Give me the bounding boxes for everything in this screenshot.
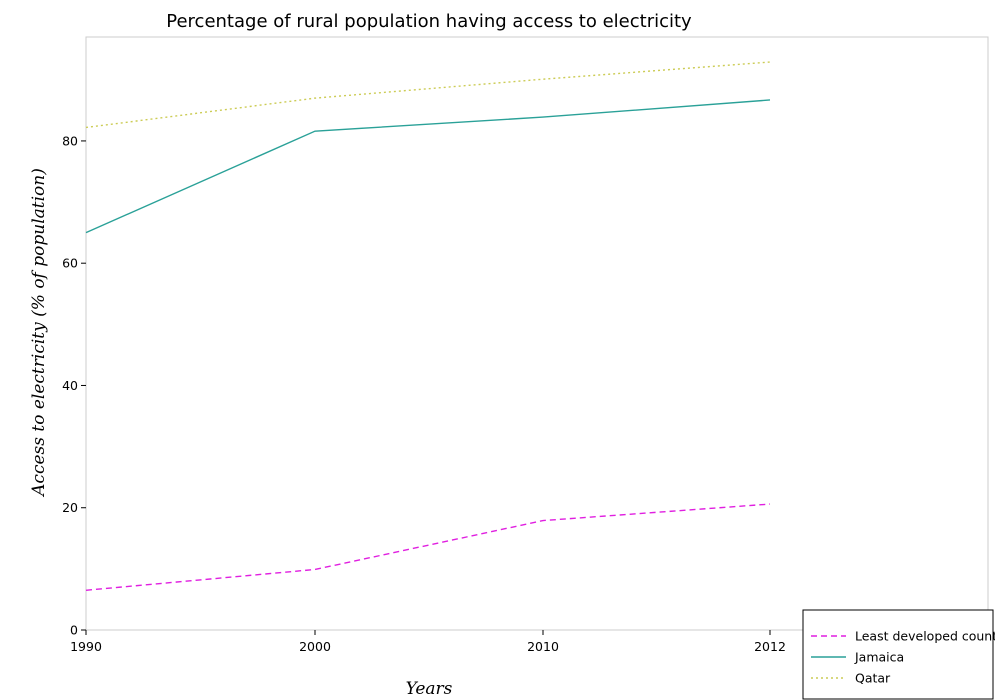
- x-tick-label: 2010: [527, 639, 559, 654]
- legend-box: [802, 609, 994, 700]
- y-tick-label: 40: [62, 378, 78, 393]
- x-axis-ticks: 1990 2000 2010 2012: [70, 630, 786, 654]
- y-axis-ticks: 0 20 40 60 80: [62, 133, 86, 638]
- plot-area: [85, 36, 989, 631]
- y-tick-label: 0: [70, 623, 78, 638]
- series-line-qatar: [85, 61, 771, 129]
- chart-title: Percentage of rural population having ac…: [166, 11, 692, 32]
- y-axis-label: Access to electricity (% of population): [29, 168, 49, 498]
- series-lines: [85, 61, 771, 591]
- legend-label: Least developed countries: [855, 629, 995, 644]
- x-tick-label: 2012: [754, 639, 786, 654]
- y-tick-label: 80: [62, 133, 78, 148]
- x-tick-label: 1990: [70, 639, 102, 654]
- series-line-least-developed-countries: [85, 503, 771, 591]
- legend-label: Jamaica: [854, 650, 904, 665]
- legend-label: Qatar: [855, 671, 891, 686]
- x-tick-label: 2000: [299, 639, 331, 654]
- y-tick-label: 20: [62, 500, 78, 515]
- y-tick-label: 60: [62, 256, 78, 271]
- x-axis-label: Years: [406, 679, 453, 699]
- series-line-jamaica: [85, 99, 771, 234]
- legend: Least developed countries Jamaica Qatar: [802, 609, 995, 700]
